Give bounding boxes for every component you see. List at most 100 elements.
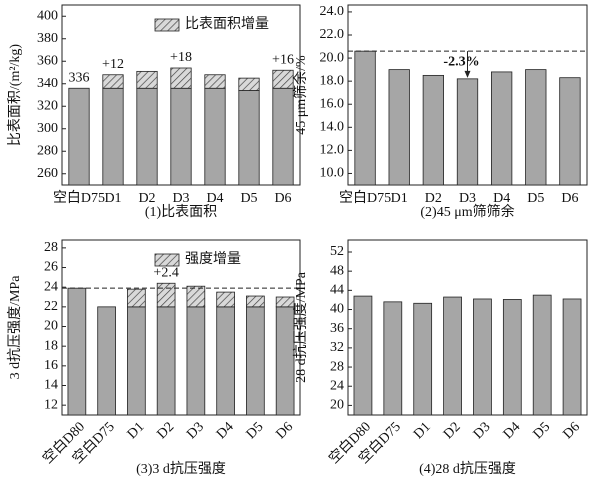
increment-bar <box>102 74 124 89</box>
y-tick-label: 300 <box>37 121 58 136</box>
y-tick-label: 26 <box>44 260 58 275</box>
chart-caption: (3)3 d抗压强度 <box>136 461 226 477</box>
increment-bar <box>275 296 295 308</box>
y-tick-label: 12 <box>44 397 58 412</box>
bar <box>525 69 547 186</box>
bar <box>136 87 158 186</box>
bar <box>559 77 581 186</box>
x-tick-label: D5 <box>240 191 257 206</box>
legend-label: 比表面积增量 <box>185 16 269 32</box>
bar <box>422 74 445 186</box>
y-tick-label: 32 <box>330 340 344 355</box>
bar <box>204 87 226 186</box>
bar <box>97 306 116 416</box>
y-tick-label: 340 <box>37 76 58 91</box>
bar <box>456 78 479 186</box>
y-tick-label: 40 <box>330 302 344 317</box>
bar <box>156 306 176 416</box>
arrow-head <box>464 70 471 78</box>
bar <box>67 287 87 416</box>
increment-bar <box>216 291 235 308</box>
y-tick-label: 12.0 <box>320 143 345 158</box>
x-tick-label: D2 <box>138 191 155 206</box>
x-tick-label: D4 <box>214 419 237 442</box>
y-tick-label: 18 <box>44 338 58 353</box>
x-tick-label: D4 <box>501 419 524 442</box>
y-axis-label: 28 d抗压强度/MPa <box>293 271 309 383</box>
y-tick-label: 22.0 <box>320 27 345 42</box>
x-tick-label: D6 <box>561 191 578 206</box>
y-tick-label: 28 <box>330 359 344 374</box>
bar <box>383 301 403 416</box>
x-tick-label: D3 <box>172 191 189 206</box>
x-tick-label: D6 <box>560 419 583 442</box>
y-tick-label: 36 <box>330 321 344 336</box>
bar <box>413 302 433 416</box>
increment-bar <box>272 69 294 89</box>
x-tick-label: D5 <box>531 419 554 442</box>
bar <box>68 87 90 186</box>
bar <box>490 71 513 186</box>
x-tick-label: D3 <box>184 419 207 442</box>
x-tick-label: D1 <box>391 191 408 206</box>
bar <box>353 295 373 416</box>
y-tick-label: 18.0 <box>320 73 345 88</box>
annotation: -2.3% <box>443 54 479 69</box>
data-label: +16 <box>272 52 294 67</box>
increment-bar <box>127 288 146 308</box>
plot-frame <box>61 239 301 416</box>
y-tick-label: 22 <box>44 299 58 314</box>
y-tick-label: 20 <box>44 319 58 334</box>
y-tick-label: 14 <box>44 378 58 393</box>
x-tick-label: D2 <box>425 191 442 206</box>
bar <box>275 306 295 416</box>
bar <box>246 306 265 416</box>
y-axis-label: 45 μm筛余/% <box>292 55 309 135</box>
y-tick-label: 20 <box>330 398 344 413</box>
bar <box>238 90 260 186</box>
y-tick-label: 52 <box>330 244 344 259</box>
increment-bar <box>204 74 226 89</box>
bar <box>216 306 235 416</box>
bar <box>102 87 124 186</box>
y-tick-label: 24.0 <box>320 4 345 19</box>
x-tick-label: D2 <box>155 419 178 442</box>
plot-frame <box>347 239 588 416</box>
y-tick-label: 16.0 <box>320 96 345 111</box>
x-tick-label: D5 <box>244 419 267 442</box>
data-label: +2.4 <box>153 265 178 280</box>
legend-label: 强度增量 <box>185 251 241 267</box>
increment-bar <box>238 77 260 91</box>
x-tick-label: D3 <box>459 191 476 206</box>
increment-bar <box>170 67 192 89</box>
y-tick-label: 48 <box>330 263 344 278</box>
bar <box>127 306 146 416</box>
chart-caption: (1)比表面积 <box>145 204 217 220</box>
y-tick-label: 320 <box>37 98 58 113</box>
chart-caption: (2)45 μm筛筛余 <box>420 203 514 220</box>
data-label: +18 <box>170 50 192 65</box>
data-label: 336 <box>69 70 90 85</box>
x-tick-label: D4 <box>206 191 223 206</box>
x-tick-label: D3 <box>471 419 494 442</box>
x-tick-label: 空白D75 <box>339 190 391 206</box>
legend-swatch <box>154 18 180 32</box>
y-tick-label: 16 <box>44 358 58 373</box>
y-tick-label: 260 <box>37 166 58 181</box>
increment-bar <box>136 70 158 89</box>
x-tick-label: D6 <box>274 419 297 442</box>
x-tick-label: D5 <box>527 191 544 206</box>
y-tick-label: 380 <box>37 31 58 46</box>
x-tick-label: D6 <box>274 191 291 206</box>
x-tick-label: D1 <box>104 191 121 206</box>
bar <box>532 294 552 416</box>
y-tick-label: 20.0 <box>320 50 345 65</box>
x-tick-label: D2 <box>441 419 464 442</box>
increment-bar <box>186 285 206 308</box>
y-tick-label: 44 <box>330 283 344 298</box>
y-axis-label: 比表面积/(m²/kg) <box>7 44 23 147</box>
increment-bar <box>246 295 265 308</box>
data-label: +12 <box>102 57 124 72</box>
bar <box>186 306 206 416</box>
